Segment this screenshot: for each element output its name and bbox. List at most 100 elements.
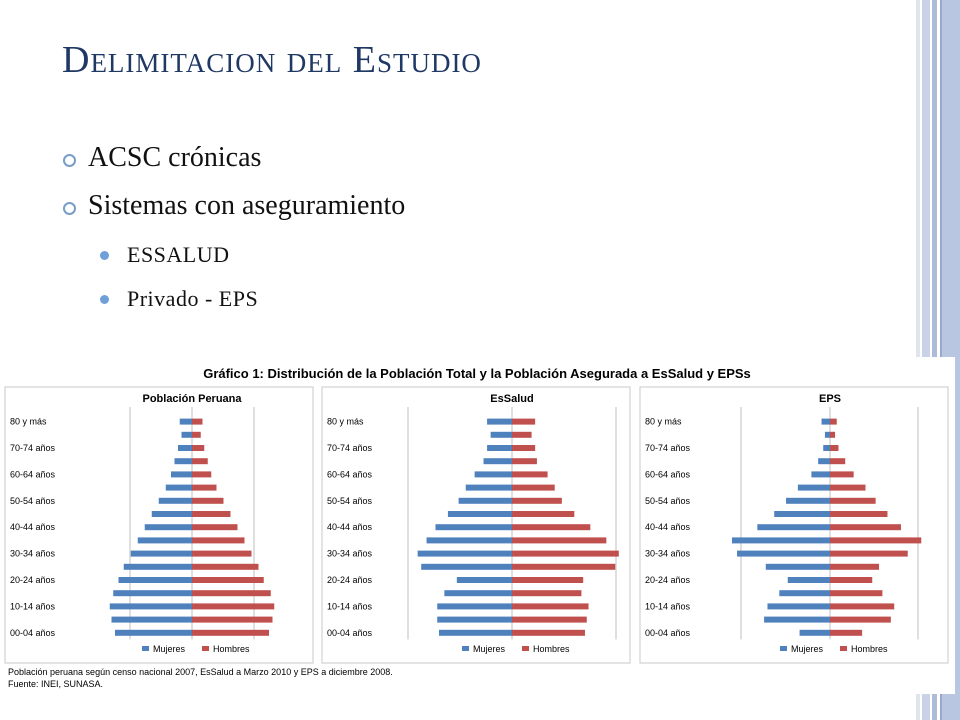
bar-mujeres xyxy=(779,590,830,597)
bar-mujeres xyxy=(823,445,830,451)
chart-panel-title: EPS xyxy=(819,393,841,405)
bar-mujeres xyxy=(109,603,192,610)
legend-swatch-hombres xyxy=(840,646,847,651)
bar-mujeres xyxy=(435,524,512,531)
bar-hombres xyxy=(830,445,839,451)
bar-hombres xyxy=(830,471,854,478)
bar-mujeres xyxy=(786,497,830,504)
bar-mujeres xyxy=(487,445,512,451)
chart-panel-frame xyxy=(639,386,949,664)
chart-panel-title: EsSalud xyxy=(490,393,533,405)
legend-swatch-hombres xyxy=(522,646,529,651)
chart-tick-label: 60-64 años xyxy=(645,469,691,479)
bar-hombres xyxy=(830,577,873,583)
population-chart-image: Gráfico 1: Distribución de la Población … xyxy=(0,357,955,694)
ring-bullet-icon xyxy=(63,202,76,215)
bar-hombres xyxy=(830,497,876,504)
bar-hombres xyxy=(830,563,880,570)
bar-hombres xyxy=(192,431,201,438)
chart-tick-label: 10-14 años xyxy=(10,601,56,611)
bar-hombres xyxy=(192,511,231,517)
chart-tick-label: 50-54 años xyxy=(645,496,691,506)
dot-bullet-icon xyxy=(100,295,109,304)
bar-mujeres xyxy=(115,629,192,636)
bar-mujeres xyxy=(437,616,512,623)
bar-hombres xyxy=(512,511,575,517)
ring-bullet-icon xyxy=(63,154,76,167)
bar-hombres xyxy=(192,484,217,491)
legend-label-mujeres: Mujeres xyxy=(153,644,186,654)
dot-bullet-icon xyxy=(100,251,109,260)
chart-tick-label: 30-34 años xyxy=(327,549,373,559)
bar-hombres xyxy=(512,471,548,478)
bar-hombres xyxy=(192,524,238,531)
bar-mujeres xyxy=(824,431,830,438)
bar-hombres xyxy=(830,603,895,610)
bar-hombres xyxy=(192,563,259,570)
bar-mujeres xyxy=(821,418,830,425)
bar-hombres xyxy=(830,484,866,491)
bar-hombres xyxy=(512,629,585,636)
bar-mujeres xyxy=(118,577,192,583)
bar-hombres xyxy=(192,550,252,557)
bar-mujeres xyxy=(137,537,192,544)
bar-mujeres xyxy=(174,458,192,465)
legend-swatch-mujeres xyxy=(780,646,787,651)
bar-hombres xyxy=(512,431,532,438)
bar-hombres xyxy=(192,497,224,504)
bar-mujeres xyxy=(165,484,192,491)
chart-tick-label: 00-04 años xyxy=(10,628,56,638)
chart-tick-label: 20-24 años xyxy=(10,575,56,585)
bar-hombres xyxy=(192,603,275,610)
bar-mujeres xyxy=(799,629,830,636)
bar-mujeres xyxy=(811,471,830,478)
bar-mujeres xyxy=(444,590,512,597)
bar-mujeres xyxy=(797,484,830,491)
bar-hombres xyxy=(512,458,537,465)
bar-mujeres xyxy=(111,616,192,623)
bar-mujeres xyxy=(113,590,192,597)
chart-tick-label: 70-74 años xyxy=(10,443,56,453)
bar-hombres xyxy=(830,418,837,425)
bar-hombres xyxy=(512,590,582,597)
chart-tick-label: 40-44 años xyxy=(645,522,691,532)
bar-mujeres xyxy=(483,458,512,465)
bar-hombres xyxy=(512,616,587,623)
bar-hombres xyxy=(830,458,846,465)
chart-panel-frame xyxy=(4,386,314,664)
legend-label-hombres: Hombres xyxy=(533,644,570,654)
bar-hombres xyxy=(830,431,836,438)
chart-tick-label: 40-44 años xyxy=(10,522,56,532)
bar-hombres xyxy=(512,537,607,544)
bar-mujeres xyxy=(474,471,512,478)
chart-tick-label: 30-34 años xyxy=(10,549,56,559)
bar-hombres xyxy=(192,471,212,478)
sub-bullet-text: Privado - EPS xyxy=(127,286,259,311)
bar-mujeres xyxy=(171,471,192,478)
bar-mujeres xyxy=(787,577,830,583)
chart-panel-frame xyxy=(321,386,631,664)
bar-hombres xyxy=(192,590,271,597)
bar-mujeres xyxy=(447,511,512,517)
bar-mujeres xyxy=(439,629,512,636)
bar-mujeres xyxy=(181,431,192,438)
bar-hombres xyxy=(512,484,555,491)
slide-title: Delimitacion del Estudio xyxy=(62,39,482,81)
chart-tick-label: 10-14 años xyxy=(645,601,691,611)
bar-mujeres xyxy=(158,497,192,504)
bar-hombres xyxy=(512,563,616,570)
bar-hombres xyxy=(830,616,891,623)
bar-hombres xyxy=(830,511,888,517)
bar-hombres xyxy=(830,629,863,636)
bar-hombres xyxy=(512,497,562,504)
chart-tick-label: 80 y más xyxy=(327,417,364,427)
bar-hombres xyxy=(830,550,908,557)
bar-hombres xyxy=(192,577,264,583)
chart-tick-label: 00-04 años xyxy=(645,628,691,638)
bar-mujeres xyxy=(130,550,192,557)
legend-swatch-mujeres xyxy=(142,646,149,651)
chart-tick-label: 70-74 años xyxy=(645,443,691,453)
source-note: Población peruana según censo nacional 2… xyxy=(8,667,393,677)
bar-mujeres xyxy=(458,497,512,504)
bar-mujeres xyxy=(465,484,512,491)
